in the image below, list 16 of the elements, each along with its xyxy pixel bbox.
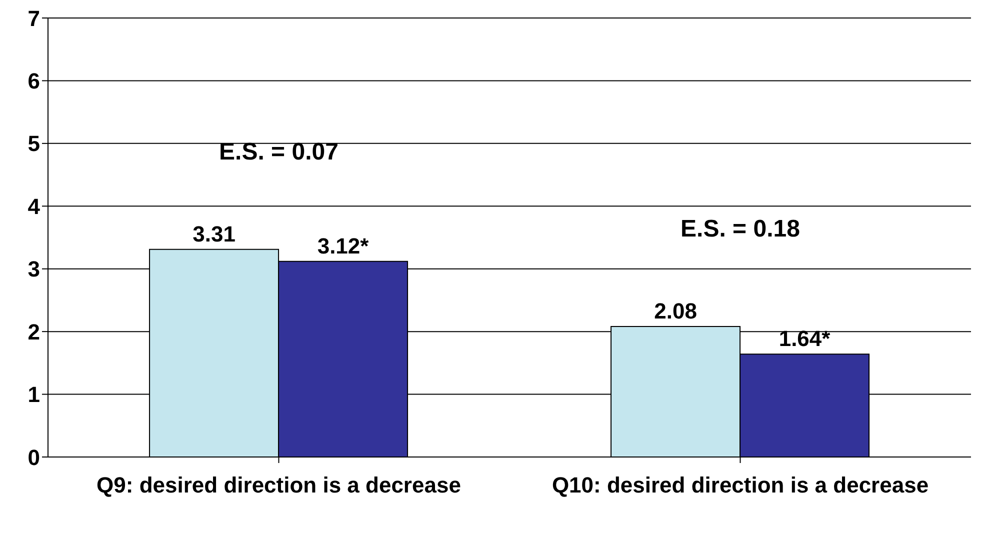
data-label: 3.12* <box>317 233 370 258</box>
y-tick-label: 1 <box>28 382 40 408</box>
y-tick-label: 7 <box>28 6 40 31</box>
annotation: E.S. = 0.07 <box>219 138 338 166</box>
y-tick-label: 6 <box>28 68 40 94</box>
x-tick-label: Q10: desired direction is a decrease <box>552 472 929 498</box>
y-tick-label: 3 <box>28 256 40 282</box>
y-tick-label: 4 <box>28 194 41 219</box>
data-label: 1.64* <box>778 326 831 352</box>
y-tick-label: 5 <box>28 131 40 156</box>
x-tick-label: Q9: desired direction is a decrease <box>96 472 461 498</box>
data-label: 3.31 <box>192 221 236 246</box>
y-tick-label: 2 <box>28 319 40 344</box>
annotation: E.S. = 0.18 <box>680 216 800 243</box>
data-label: 2.08 <box>654 298 697 324</box>
y-tick-label: 0 <box>28 444 40 470</box>
